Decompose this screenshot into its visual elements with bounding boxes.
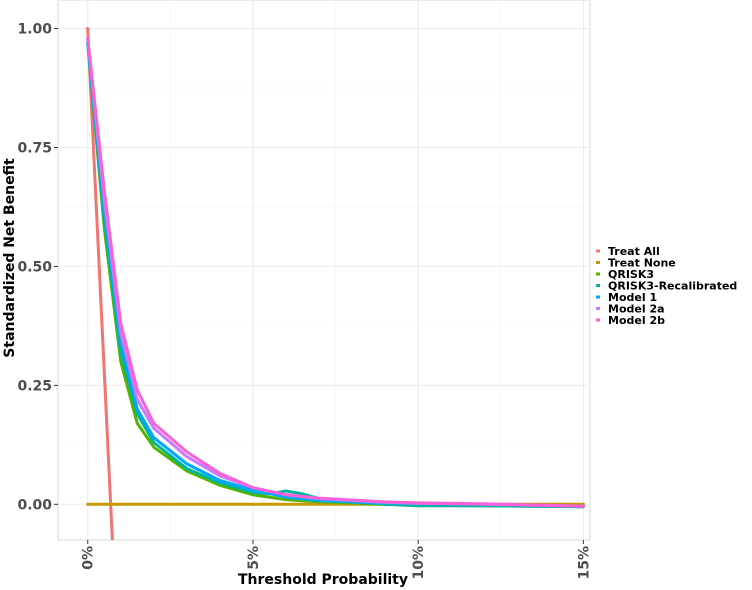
x-axis-title: Threshold Probability — [238, 572, 408, 588]
y-tick-label: 1.00 — [17, 22, 52, 38]
x-tick-label: 15% — [576, 546, 592, 580]
y-tick-label: 0.50 — [17, 259, 52, 275]
series-line-treat-all — [86, 27, 114, 540]
x-tick-label: 5% — [246, 546, 262, 570]
x-tick-label: 10% — [411, 546, 427, 580]
legend-label: QRISK3-Recalibrated — [608, 280, 737, 293]
y-axis-title: Standardized Net Benefit — [2, 158, 18, 358]
legend-label: Treat All — [608, 245, 660, 258]
x-tick-label: 0% — [81, 546, 97, 570]
legend-label: Model 2b — [608, 314, 665, 327]
y-tick-label: 0.75 — [17, 140, 52, 156]
y-tick-label: 0.00 — [17, 497, 52, 513]
series-lines — [86, 27, 585, 540]
legend-label: QRISK3 — [608, 268, 654, 281]
panel-background — [57, 0, 591, 541]
legend-label: Model 2a — [608, 303, 665, 316]
grid-lines — [58, 0, 590, 540]
legend-label: Treat None — [608, 257, 676, 270]
y-tick-label: 0.25 — [17, 378, 52, 394]
legend-label: Model 1 — [608, 291, 657, 304]
series-line-model-2b — [86, 36, 585, 508]
x-axis-ticks: 0% 5% 10% 15% — [81, 540, 592, 580]
y-axis-ticks: 0.00 0.25 0.50 0.75 1.00 — [17, 22, 58, 513]
